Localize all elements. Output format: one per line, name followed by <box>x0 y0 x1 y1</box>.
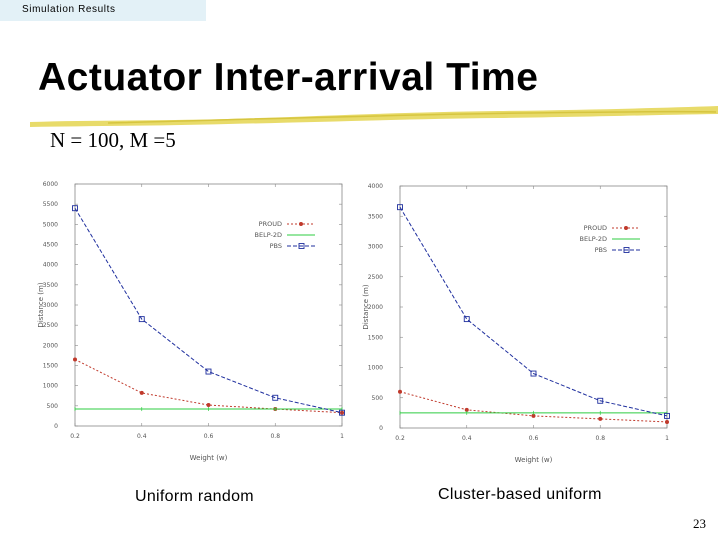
y-tick-label: 4000 <box>368 183 383 190</box>
y-tick-label: 500 <box>372 395 384 402</box>
y-tick-label: 5000 <box>43 221 58 228</box>
y-tick-label: 3000 <box>368 244 383 251</box>
x-tick-label: 1 <box>340 433 344 440</box>
chart-cluster-based-uniform-svg: 0 500 1000 1500 2000 2500 3000 3500 4000 0.2 0.4 0.… <box>362 183 670 464</box>
y-axis-label: Distance (m) <box>37 282 45 327</box>
x-tick-label: 0.4 <box>462 435 472 442</box>
y-tick-label: 5500 <box>43 201 58 208</box>
plot-frame <box>399 185 668 429</box>
page-number: 23 <box>693 516 706 531</box>
chart-uniform-random-svg: 0 500 1000 1500 2000 2500 3000 3500 4000 4500 5000… <box>37 181 345 462</box>
legend-label-belp-2d: BELP-2D <box>580 235 607 243</box>
data-point-pbs <box>72 205 78 212</box>
legend-marker-pbs <box>623 247 630 253</box>
y-tick-label: 6000 <box>43 181 58 188</box>
data-point-proud <box>531 413 536 418</box>
legend-label-proud: PROUD <box>584 224 607 232</box>
x-axis-label: Weight (w) <box>515 456 553 464</box>
y-tick-label: 4000 <box>43 262 58 269</box>
plot-frame <box>74 183 343 427</box>
y-axis-label: Distance (m) <box>362 284 370 329</box>
data-point-proud <box>665 419 669 424</box>
series-line-pbs <box>74 207 343 414</box>
data-point-pbs <box>597 397 604 404</box>
section-tag: Simulation Results <box>0 0 206 21</box>
x-tick-label: 0.6 <box>204 433 214 440</box>
series-line-pbs <box>399 206 668 417</box>
legend-marker-pbs <box>298 243 305 249</box>
chart-uniform-random: 0 500 1000 1500 2000 2500 3000 3500 4000 4500 5000… <box>30 176 350 466</box>
data-point-proud <box>206 403 211 408</box>
series-line-proud <box>74 359 343 414</box>
legend-label-pbs: PBS <box>270 242 282 250</box>
caption-uniform-random: Uniform random <box>135 488 254 505</box>
x-tick-label: 1 <box>665 435 669 442</box>
data-point-pbs <box>397 204 403 211</box>
data-point-proud <box>398 389 402 394</box>
data-point-pbs <box>530 370 537 377</box>
legend-marker-proud <box>624 226 628 230</box>
x-tick-label: 0.8 <box>595 435 605 442</box>
y-tick-label: 0 <box>54 423 58 430</box>
y-tick-label: 1000 <box>43 383 58 390</box>
data-point-proud <box>73 357 77 362</box>
data-point-pbs <box>272 394 279 401</box>
x-tick-label: 0.8 <box>270 433 280 440</box>
slide-title: Actuator Inter-arrival Time <box>38 56 539 99</box>
legend-marker-proud <box>299 222 303 226</box>
data-point-pbs <box>205 368 212 375</box>
y-tick-label: 1500 <box>43 363 58 370</box>
y-tick-label: 4500 <box>43 242 58 249</box>
x-tick-label: 0.6 <box>529 435 539 442</box>
chart-cluster-based-uniform: 0 500 1000 1500 2000 2500 3000 3500 4000 0.2 0.4 0.… <box>355 176 685 466</box>
data-point-pbs <box>463 316 470 323</box>
data-point-proud <box>598 416 603 421</box>
y-tick-label: 2000 <box>43 342 58 349</box>
data-point-proud <box>139 390 144 395</box>
legend-label-proud: PROUD <box>259 220 282 228</box>
x-tick-label: 0.2 <box>395 435 405 442</box>
y-tick-label: 1500 <box>368 334 383 341</box>
section-label: Simulation Results <box>22 4 116 15</box>
x-tick-label: 0.4 <box>137 433 147 440</box>
title-underline <box>30 106 718 127</box>
data-point-proud <box>464 407 469 412</box>
x-tick-label: 0.2 <box>70 433 80 440</box>
y-tick-label: 1000 <box>368 365 383 372</box>
data-point-pbs <box>664 412 670 419</box>
caption-cluster-based-uniform: Cluster-based uniform <box>438 486 602 503</box>
y-tick-label: 2500 <box>368 274 383 281</box>
x-axis-label: Weight (w) <box>190 454 228 462</box>
data-point-pbs <box>339 409 345 416</box>
legend-label-pbs: PBS <box>595 246 607 254</box>
y-tick-label: 2500 <box>43 322 58 329</box>
y-tick-label: 3500 <box>368 213 383 220</box>
y-tick-label: 2000 <box>368 304 383 311</box>
y-tick-label: 3000 <box>43 302 58 309</box>
simulation-parameters: N = 100, M =5 <box>50 128 176 152</box>
y-tick-label: 0 <box>379 425 383 432</box>
y-tick-label: 3500 <box>43 282 58 289</box>
data-point-pbs <box>138 316 145 323</box>
y-tick-label: 500 <box>47 403 59 410</box>
legend-label-belp-2d: BELP-2D <box>255 231 282 239</box>
